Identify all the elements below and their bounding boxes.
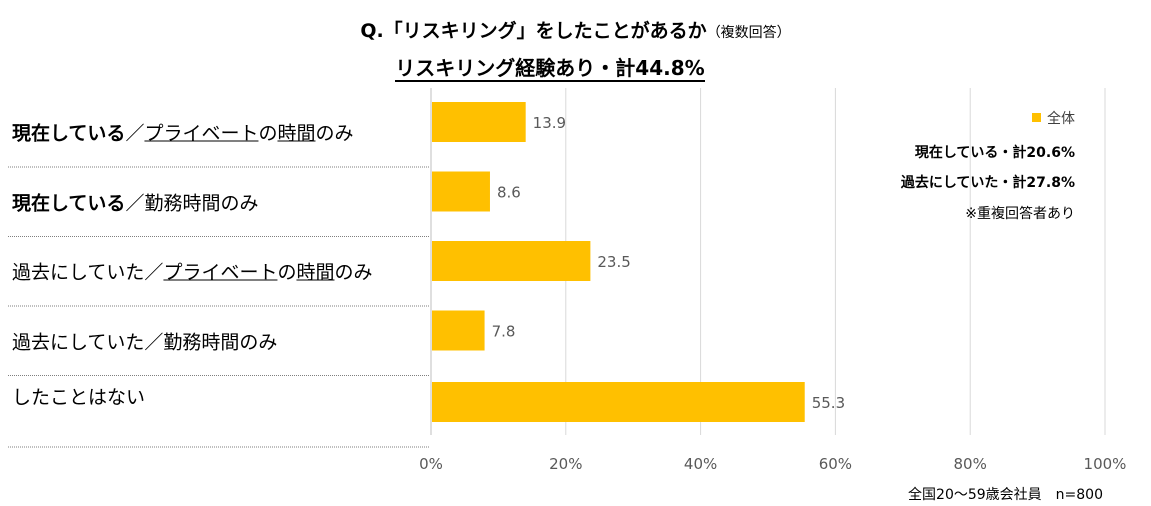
category-label-part: のみ [334,261,373,284]
data-label: 8.6 [497,184,521,202]
x-tick-label: 0% [419,455,443,473]
category-label-part: 過去にしていた／ [12,261,164,284]
bar [432,171,490,212]
category-label-part: ／ [125,122,145,145]
chart-subtitle: リスキリング経験あり・計44.8% [0,52,1100,82]
bar [432,310,485,351]
annotation-duplicate-note: ※重複回答者あり [965,206,1075,222]
legend: 全体 [1032,108,1075,128]
category-label-part: の [258,122,278,145]
category-label: 現在している／勤務時間のみ [12,188,258,215]
chart-title-note: （複数回答） [706,25,791,41]
chart-subtitle-text: リスキリング経験あり・計44.8% [395,56,705,82]
category-label-part: のみ [315,122,354,145]
category-label: 現在している／プライベートの時間のみ [12,119,354,146]
category-label-part: 現在している [12,192,126,214]
category-label-part: プライベート [144,122,259,145]
legend-swatch [1032,113,1041,122]
x-tick-label: 60% [819,455,852,473]
category-label: 過去にしていた／勤務時間のみ [12,327,277,354]
category-label-part: の [277,261,297,284]
x-tick-label: 100% [1084,455,1127,473]
x-tick-label: 80% [954,455,987,473]
chart-title: Q.「リスキリング」をしたことがあるか（複数回答） [0,16,1151,43]
data-label: 23.5 [597,253,630,271]
legend-label: 全体 [1047,111,1075,127]
category-label: 過去にしていた／プライベートの時間のみ [12,258,373,285]
category-label-part: 時間 [277,122,316,145]
annotation-current-total: 現在している・計20.6% [914,145,1075,161]
category-label-part: 過去にしていた／勤務時間のみ [12,331,278,353]
category-label-part: ／勤務時間のみ [125,192,259,214]
footnote: 全国20～59歳会社員 n=800 [908,487,1103,503]
category-label-part: 時間 [296,261,335,284]
category-label-part: 現在している [12,122,126,145]
bar [432,382,805,422]
category-label-part: プライベート [163,261,278,284]
data-label: 55.3 [812,394,845,412]
chart-title-text: Q.「リスキリング」をしたことがあるか [360,20,707,42]
x-tick-label: 40% [684,455,717,473]
category-label-part: したことはない [12,386,146,409]
annotation-past-total: 過去にしていた・計27.8% [900,175,1075,191]
bar [432,241,591,281]
data-label: 7.8 [492,323,516,341]
x-tick-label: 20% [549,455,582,473]
bar [432,102,526,142]
category-label: したことはない [12,383,145,410]
data-label: 13.9 [533,114,566,132]
